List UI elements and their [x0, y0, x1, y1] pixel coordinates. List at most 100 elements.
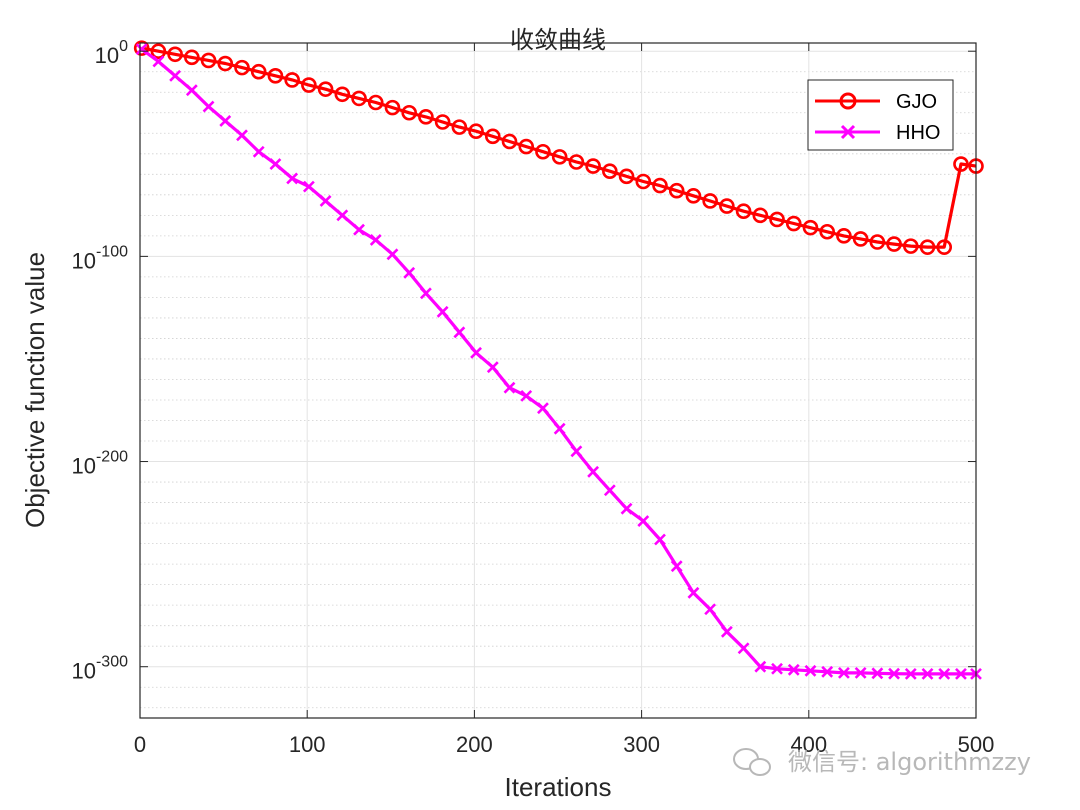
data-point-gjo	[217, 55, 234, 72]
data-point-gjo	[418, 109, 434, 125]
data-point-gjo	[267, 68, 284, 84]
data-point-hho	[302, 180, 315, 193]
data-point-gjo	[351, 90, 367, 107]
data-point-hho	[152, 55, 165, 68]
axes-box	[139, 42, 977, 719]
y-tick-label: 100	[95, 38, 128, 68]
data-point-hho	[570, 445, 583, 458]
data-point-hho	[503, 381, 516, 394]
data-point-hho	[587, 465, 600, 478]
data-point-gjo	[819, 223, 835, 240]
data-point-hho	[286, 172, 299, 185]
x-axis-ticks: 0 100 200 300 400 500	[134, 43, 994, 757]
data-point-gjo	[401, 104, 417, 121]
data-point-gjo	[618, 168, 635, 185]
data-point-hho	[737, 642, 750, 655]
data-point-gjo	[752, 207, 769, 224]
data-point-gjo	[769, 211, 785, 228]
data-point-hho	[537, 402, 549, 415]
data-point-hho	[754, 660, 767, 673]
data-point-hho	[269, 158, 282, 170]
data-point-hho	[955, 667, 967, 680]
data-point-gjo	[150, 43, 167, 60]
x-tick-label: 400	[790, 732, 827, 757]
data-point-gjo	[518, 138, 535, 155]
data-point-hho	[720, 625, 733, 638]
data-point-hho	[620, 502, 633, 515]
x-tick-label: 100	[289, 732, 326, 757]
data-point-gjo	[652, 177, 668, 194]
data-point-gjo	[367, 94, 384, 111]
data-point-gjo	[184, 49, 200, 66]
data-point-gjo	[434, 114, 451, 130]
data-point-hho	[470, 346, 482, 359]
data-point-hho	[603, 484, 616, 497]
data-point-gjo	[167, 46, 183, 63]
data-point-hho	[821, 665, 834, 678]
data-point-hho	[202, 100, 215, 113]
x-tick-label: 300	[623, 732, 660, 757]
data-point-hho	[419, 287, 432, 300]
wechat-icon	[733, 748, 771, 776]
data-point-gjo	[301, 77, 317, 93]
data-point-hho	[654, 533, 666, 546]
data-point-gjo	[585, 158, 601, 174]
data-point-hho	[403, 266, 416, 279]
data-point-gjo	[133, 40, 150, 56]
data-point-hho	[888, 667, 900, 680]
data-point-gjo	[685, 188, 702, 204]
data-point-hho	[219, 115, 232, 127]
data-point-gjo	[602, 163, 618, 180]
data-point-hho	[670, 560, 683, 573]
x-axis-label: Iterations	[505, 772, 612, 802]
y-tick-label: 10-100	[71, 243, 128, 273]
data-point-hho	[386, 248, 399, 261]
x-tick-label: 200	[456, 732, 493, 757]
data-point-gjo	[535, 143, 551, 160]
watermark-text: 微信号: algorithmzzy	[788, 748, 1031, 776]
data-point-hho	[871, 667, 884, 680]
data-point-hho	[804, 664, 817, 677]
series-layer	[133, 40, 984, 680]
data-point-gjo	[284, 72, 300, 88]
data-point-gjo	[702, 193, 718, 209]
data-point-hho	[837, 666, 850, 679]
data-point-hho	[486, 361, 499, 374]
legend-label-gjo: GJO	[896, 91, 937, 113]
legend-label-hho: HHO	[896, 122, 940, 144]
watermark: 微信号: algorithmzzy	[733, 748, 1031, 776]
data-point-hho	[687, 586, 700, 599]
data-point-gjo	[719, 198, 735, 214]
data-point-hho	[921, 667, 934, 680]
data-point-gjo	[484, 128, 501, 145]
data-point-gjo	[317, 81, 334, 97]
data-point-gjo	[836, 228, 852, 244]
data-point-gjo	[852, 231, 869, 247]
data-point-hho	[169, 69, 182, 82]
data-point-hho	[553, 422, 566, 435]
legend-box	[807, 79, 954, 151]
data-point-gjo	[785, 215, 802, 232]
y-axis-ticks: 100 10-100 10-200 10-300	[71, 38, 976, 684]
data-point-gjo	[334, 86, 351, 103]
data-point-gjo	[250, 63, 267, 80]
data-point-hho	[704, 603, 717, 616]
data-point-gjo	[735, 203, 752, 220]
y-axis-label: Objective function value	[20, 252, 50, 528]
data-point-gjo	[468, 123, 484, 140]
data-point-hho	[185, 84, 198, 97]
data-point-hho	[353, 223, 365, 236]
data-point-gjo	[869, 234, 886, 250]
y-tick-label: 10-300	[71, 654, 128, 684]
data-point-hho	[336, 209, 349, 222]
data-point-gjo	[902, 238, 919, 254]
data-point-hho	[904, 667, 917, 680]
x-tick-label: 500	[958, 732, 995, 757]
legend-marker-gjo	[839, 92, 857, 110]
data-point-hho	[135, 43, 148, 56]
data-point-hho	[453, 326, 466, 339]
data-point-gjo	[919, 239, 936, 255]
data-point-hho	[637, 515, 650, 527]
data-point-gjo	[200, 52, 217, 69]
